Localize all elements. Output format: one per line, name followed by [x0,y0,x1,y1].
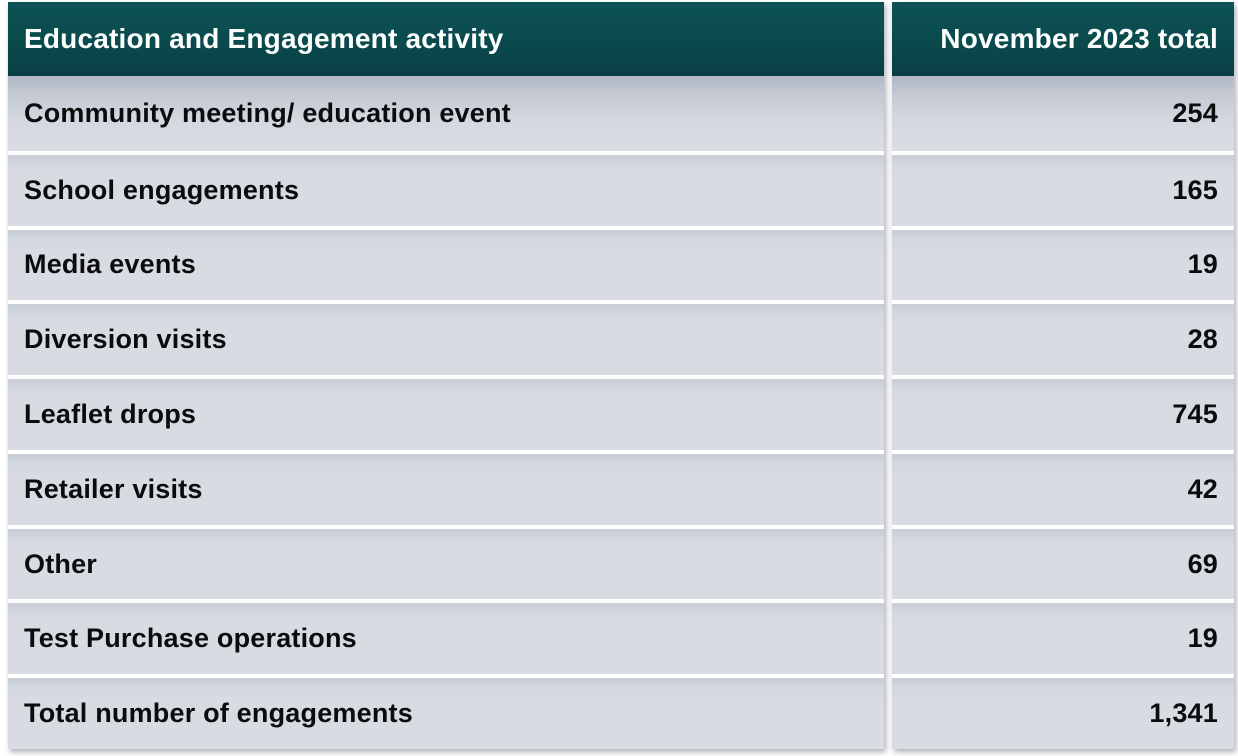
total-cell: 745 [892,375,1234,450]
activity-cell: Diversion visits [8,300,884,376]
total-cell: 28 [892,300,1234,376]
total-cell: 42 [892,449,1234,525]
activity-cell: Community meeting/ education event [8,76,884,151]
total-cell: 165 [892,150,1234,226]
total-cell-grand-total: 1,341 [892,674,1234,749]
column-header-activity: Education and Engagement activity [8,2,884,76]
engagement-table: Education and Engagement activity Novemb… [8,2,1234,749]
total-cell: 19 [892,225,1234,301]
activity-cell: Other [8,524,884,600]
activity-cell: Media events [8,225,884,301]
column-header-total: November 2023 total [892,2,1234,76]
total-cell: 19 [892,599,1234,675]
activity-cell: Leaflet drops [8,375,884,450]
total-cell: 69 [892,524,1234,600]
activity-cell: School engagements [8,150,884,226]
activity-cell: Test Purchase operations [8,599,884,675]
activity-cell-total-label: Total number of engagements [8,674,884,749]
activity-cell: Retailer visits [8,449,884,525]
total-cell: 254 [892,76,1234,151]
